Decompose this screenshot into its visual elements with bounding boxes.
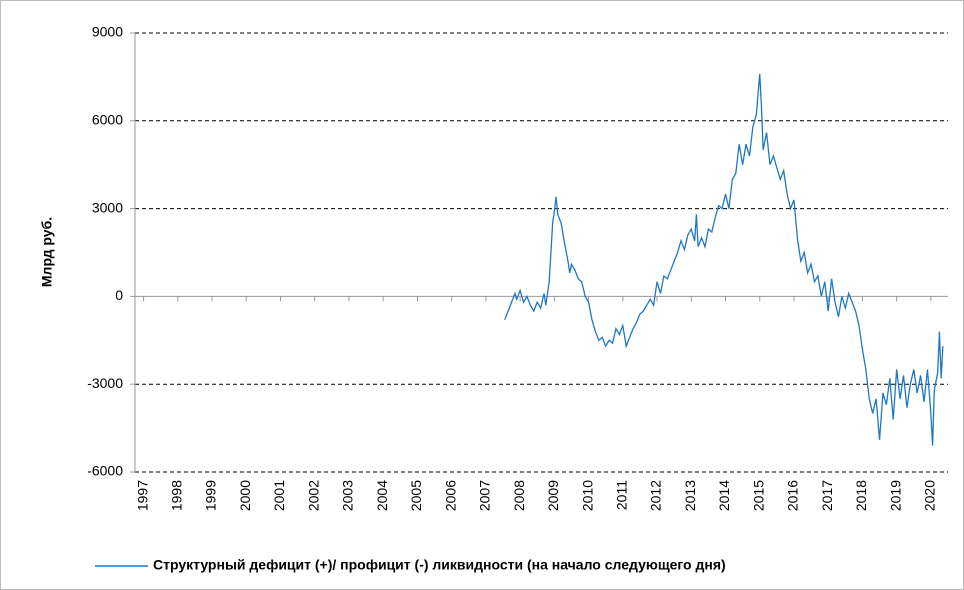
y-tick-label: -3000: [87, 375, 123, 391]
legend-label: Структурный дефицит (+)/ профицит (-) ли…: [153, 557, 726, 573]
x-tick-label: 2004: [374, 480, 390, 511]
x-tick-label: 2012: [648, 480, 664, 511]
y-tick-label: 3000: [92, 199, 123, 215]
y-tick-label: 6000: [92, 112, 123, 128]
y-tick-label: 9000: [92, 24, 123, 40]
x-tick-label: 2002: [305, 480, 321, 511]
data-line: [504, 73, 944, 446]
x-tick-label: 2014: [716, 480, 732, 511]
x-tick-label: 2011: [614, 480, 630, 510]
x-tick-label: 2016: [785, 480, 801, 511]
x-tick-label: 1998: [168, 480, 184, 511]
x-tick-label: 2020: [922, 480, 938, 511]
x-tick-label: 2000: [237, 480, 253, 511]
x-tick-label: 2015: [750, 480, 766, 511]
x-tick-label: 2019: [887, 480, 903, 511]
x-tick-label: 2009: [545, 480, 561, 511]
x-tick-label: 2003: [340, 480, 356, 511]
y-tick-label: -6000: [87, 463, 123, 479]
x-tick-label: 2010: [579, 480, 595, 511]
x-tick-label: 2005: [408, 480, 424, 511]
x-tick-label: 2008: [511, 480, 527, 511]
x-tick-label: 1999: [203, 480, 219, 511]
x-tick-label: 1997: [134, 480, 150, 511]
x-tick-label: 2017: [819, 480, 835, 511]
y-tick-label: 0: [115, 287, 123, 303]
x-tick-label: 2013: [682, 480, 698, 511]
x-tick-label: 2006: [442, 480, 458, 511]
x-tick-label: 2007: [477, 480, 493, 511]
x-tick-label: 2001: [271, 480, 287, 511]
x-tick-label: 2018: [853, 480, 869, 511]
y-axis-label: Млрд руб.: [39, 217, 55, 287]
